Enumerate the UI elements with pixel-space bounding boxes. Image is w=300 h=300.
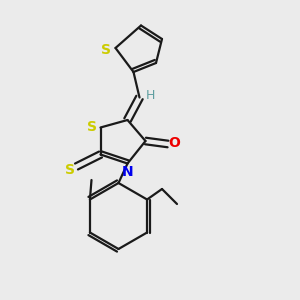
- Text: H: H: [146, 88, 156, 102]
- Text: S: S: [86, 120, 97, 134]
- Text: S: S: [65, 163, 75, 176]
- Text: N: N: [122, 166, 133, 179]
- Text: S: S: [101, 43, 112, 56]
- Text: O: O: [169, 136, 181, 150]
